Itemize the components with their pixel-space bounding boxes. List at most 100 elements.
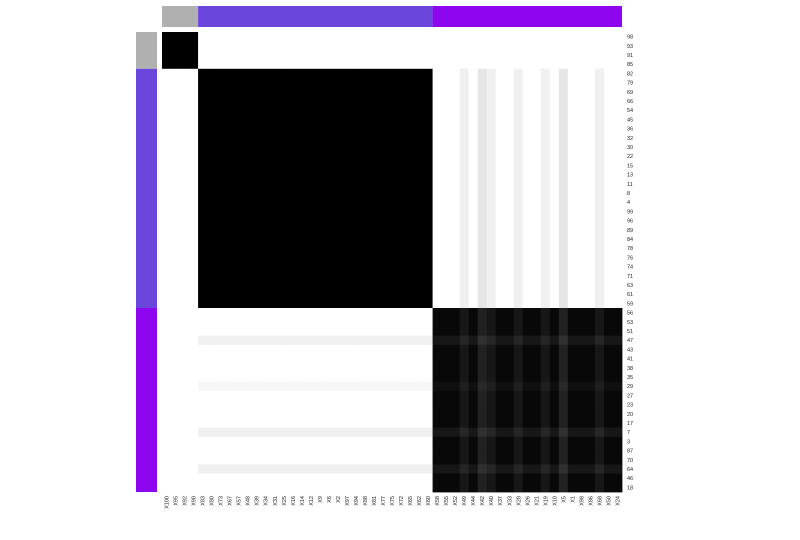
heatmap-cell (576, 418, 587, 428)
heatmap-cell (540, 160, 551, 171)
heatmap-cell (234, 243, 244, 254)
heatmap-cell (288, 363, 298, 373)
heatmap-cell (306, 344, 316, 355)
heatmap-cell (423, 482, 433, 493)
heatmap-cell (252, 436, 262, 447)
heatmap-cell (369, 96, 379, 106)
heatmap-cell (450, 114, 461, 125)
heatmap-cell (522, 160, 533, 171)
heatmap-cell (513, 354, 524, 364)
heatmap-cell (513, 363, 524, 373)
column-tick-label: X83 (201, 496, 207, 506)
heatmap-cell (612, 372, 623, 382)
heatmap-cell (549, 409, 560, 419)
column-tick-label: X65 (408, 496, 414, 506)
heatmap-cell (270, 317, 280, 327)
heatmap-cell (378, 298, 388, 309)
heatmap-cell (198, 473, 208, 484)
heatmap-cell (333, 68, 343, 79)
heatmap-cell (189, 390, 199, 401)
heatmap-cell (513, 133, 524, 143)
heatmap-cell (315, 308, 325, 318)
heatmap-cell (486, 363, 497, 373)
heatmap-cell (414, 400, 424, 410)
heatmap-cell (540, 50, 551, 60)
heatmap-cell (180, 473, 190, 484)
heatmap-cell (378, 105, 388, 116)
heatmap-cell (360, 335, 370, 346)
heatmap-cell (486, 68, 497, 79)
heatmap-cell (522, 151, 533, 162)
heatmap-cell (441, 68, 452, 79)
heatmap-cell (576, 206, 587, 217)
heatmap-cell (315, 41, 325, 51)
heatmap-cell (324, 344, 334, 355)
heatmap-cell (477, 96, 488, 106)
heatmap-cell (252, 197, 262, 208)
heatmap-cell (369, 216, 379, 226)
heatmap-cell (450, 271, 461, 281)
heatmap-cell (495, 206, 506, 217)
heatmap-cell (450, 179, 461, 189)
heatmap-cell (315, 124, 325, 134)
row-tick-label: 30 (627, 145, 633, 151)
heatmap-cell (486, 308, 497, 318)
heatmap-cell (504, 105, 515, 116)
heatmap-cell (567, 32, 578, 42)
heatmap-cell (288, 114, 298, 125)
heatmap-cell (369, 59, 379, 70)
heatmap-cell (252, 59, 262, 70)
row-tick-label: 13 (627, 173, 633, 179)
heatmap-cell (342, 280, 352, 290)
heatmap-cell (189, 151, 199, 162)
heatmap-cell (279, 188, 289, 198)
heatmap-cell (441, 225, 452, 235)
heatmap-cell (162, 271, 172, 281)
heatmap-cell (585, 326, 596, 336)
heatmap-cell (405, 96, 415, 106)
heatmap-cell (558, 41, 569, 51)
heatmap-cell (522, 335, 533, 346)
heatmap-cell (477, 455, 488, 465)
heatmap-cell (189, 114, 199, 125)
heatmap-cell (567, 96, 578, 106)
heatmap-cell (477, 243, 488, 254)
heatmap-cell (477, 133, 488, 143)
heatmap-cell (450, 151, 461, 162)
heatmap-cell (441, 289, 452, 300)
heatmap-cell (486, 216, 497, 226)
heatmap-cell (252, 473, 262, 484)
heatmap-cell (459, 262, 470, 272)
heatmap-cell (180, 225, 190, 235)
heatmap-cell (477, 59, 488, 70)
heatmap-cell (567, 68, 578, 79)
heatmap-cell (504, 151, 515, 162)
heatmap-cell (216, 482, 226, 493)
heatmap-cell (450, 381, 461, 392)
heatmap-cell (162, 59, 172, 70)
heatmap-cell (315, 68, 325, 79)
heatmap-cell (468, 289, 479, 300)
heatmap-cell (423, 400, 433, 410)
heatmap-cell (288, 133, 298, 143)
column-tick-label: X19 (543, 496, 549, 506)
heatmap-cell (315, 280, 325, 290)
heatmap-cell (414, 326, 424, 336)
heatmap-cell (234, 32, 244, 42)
heatmap-cell (468, 390, 479, 401)
heatmap-cell (207, 206, 217, 217)
heatmap-cell (585, 151, 596, 162)
row-cluster-1-bar (136, 32, 157, 69)
heatmap-cell (405, 473, 415, 484)
heatmap-cell (180, 216, 190, 226)
heatmap-cell (288, 225, 298, 235)
heatmap-cell (522, 363, 533, 373)
heatmap-cell (198, 262, 208, 272)
heatmap-cell (171, 344, 181, 355)
heatmap-cell (207, 363, 217, 373)
heatmap-cell (531, 482, 542, 493)
heatmap-cell (567, 78, 578, 88)
heatmap-cell (540, 400, 551, 410)
heatmap-cell (261, 170, 271, 180)
heatmap-cell (351, 179, 361, 189)
